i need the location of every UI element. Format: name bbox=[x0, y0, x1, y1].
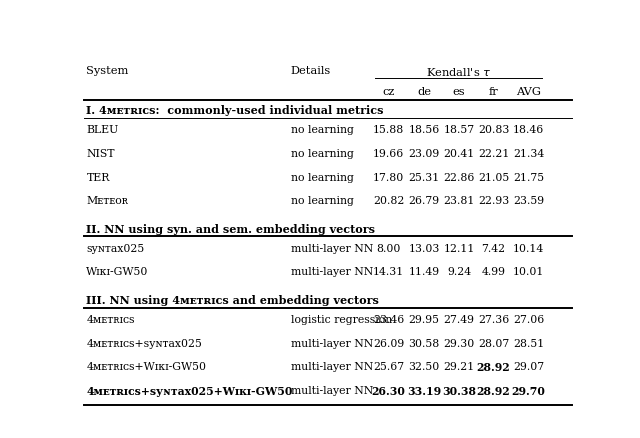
Text: 4ᴍᴇᴛʀɪᴄs: 4ᴍᴇᴛʀɪᴄs bbox=[86, 314, 135, 324]
Text: logistic regression: logistic regression bbox=[291, 314, 392, 324]
Text: 23.46: 23.46 bbox=[373, 314, 404, 324]
Text: 13.03: 13.03 bbox=[408, 243, 440, 253]
Text: TER: TER bbox=[86, 172, 110, 182]
Text: cz: cz bbox=[382, 87, 395, 97]
Text: AVG: AVG bbox=[516, 87, 541, 97]
Text: 4ᴍᴇᴛʀɪᴄs+sуɴᴛах025: 4ᴍᴇᴛʀɪᴄs+sуɴᴛах025 bbox=[86, 338, 202, 348]
Text: multi-layer NN: multi-layer NN bbox=[291, 267, 373, 277]
Text: 14.31: 14.31 bbox=[373, 267, 404, 277]
Text: 28.92: 28.92 bbox=[477, 385, 511, 396]
Text: multi-layer NN: multi-layer NN bbox=[291, 361, 373, 371]
Text: II. NN using syn. and sem. embedding vectors: II. NN using syn. and sem. embedding vec… bbox=[86, 223, 376, 234]
Text: 20.83: 20.83 bbox=[478, 125, 509, 135]
Text: 23.09: 23.09 bbox=[408, 148, 440, 159]
Text: BLEU: BLEU bbox=[86, 125, 118, 135]
Text: 18.57: 18.57 bbox=[444, 125, 474, 135]
Text: 8.00: 8.00 bbox=[376, 243, 401, 253]
Text: Kendall's $\tau$: Kendall's $\tau$ bbox=[426, 66, 491, 78]
Text: 4.99: 4.99 bbox=[482, 267, 506, 277]
Text: 18.46: 18.46 bbox=[513, 125, 544, 135]
Text: 28.07: 28.07 bbox=[478, 338, 509, 348]
Text: 10.14: 10.14 bbox=[513, 243, 544, 253]
Text: NIST: NIST bbox=[86, 148, 115, 159]
Text: 17.80: 17.80 bbox=[373, 172, 404, 182]
Text: 26.09: 26.09 bbox=[373, 338, 404, 348]
Text: no learning: no learning bbox=[291, 172, 354, 182]
Text: 18.56: 18.56 bbox=[408, 125, 440, 135]
Text: 29.70: 29.70 bbox=[511, 385, 545, 396]
Text: 9.24: 9.24 bbox=[447, 267, 471, 277]
Text: 26.79: 26.79 bbox=[409, 196, 440, 206]
Text: III. NN using 4ᴍᴇᴛʀɪᴄs and embedding vectors: III. NN using 4ᴍᴇᴛʀɪᴄs and embedding vec… bbox=[86, 294, 380, 305]
Text: multi-layer NN: multi-layer NN bbox=[291, 338, 373, 348]
Text: 30.58: 30.58 bbox=[408, 338, 440, 348]
Text: 22.93: 22.93 bbox=[478, 196, 509, 206]
Text: 22.86: 22.86 bbox=[444, 172, 475, 182]
Text: 21.05: 21.05 bbox=[478, 172, 509, 182]
Text: 29.21: 29.21 bbox=[444, 361, 475, 371]
Text: 32.50: 32.50 bbox=[408, 361, 440, 371]
Text: no learning: no learning bbox=[291, 196, 354, 206]
Text: multi-layer NN: multi-layer NN bbox=[291, 385, 373, 395]
Text: 27.36: 27.36 bbox=[478, 314, 509, 324]
Text: 33.19: 33.19 bbox=[407, 385, 442, 396]
Text: 29.95: 29.95 bbox=[409, 314, 440, 324]
Text: System: System bbox=[86, 66, 129, 76]
Text: 27.49: 27.49 bbox=[444, 314, 474, 324]
Text: 20.82: 20.82 bbox=[373, 196, 404, 206]
Text: 15.88: 15.88 bbox=[373, 125, 404, 135]
Text: de: de bbox=[417, 87, 431, 97]
Text: 20.41: 20.41 bbox=[444, 148, 475, 159]
Text: Wɪᴋɪ-GW50: Wɪᴋɪ-GW50 bbox=[86, 267, 149, 277]
Text: es: es bbox=[452, 87, 465, 97]
Text: 10.01: 10.01 bbox=[513, 267, 544, 277]
Text: 25.31: 25.31 bbox=[408, 172, 440, 182]
Text: no learning: no learning bbox=[291, 148, 354, 159]
Text: 30.38: 30.38 bbox=[442, 385, 476, 396]
Text: 4ᴍᴇᴛʀɪᴄs+sуɴᴛах025+Wɪᴋɪ-GW50: 4ᴍᴇᴛʀɪᴄs+sуɴᴛах025+Wɪᴋɪ-GW50 bbox=[86, 385, 293, 396]
Text: Details: Details bbox=[291, 66, 331, 76]
Text: 28.51: 28.51 bbox=[513, 338, 544, 348]
Text: 25.67: 25.67 bbox=[373, 361, 404, 371]
Text: 7.42: 7.42 bbox=[482, 243, 506, 253]
Text: sуɴᴛах025: sуɴᴛах025 bbox=[86, 243, 145, 253]
Text: 28.92: 28.92 bbox=[477, 361, 511, 372]
Text: 11.49: 11.49 bbox=[409, 267, 440, 277]
Text: 23.59: 23.59 bbox=[513, 196, 544, 206]
Text: 27.06: 27.06 bbox=[513, 314, 544, 324]
Text: 23.81: 23.81 bbox=[444, 196, 475, 206]
Text: no learning: no learning bbox=[291, 125, 354, 135]
Text: Mᴇᴛᴇᴏʀ: Mᴇᴛᴇᴏʀ bbox=[86, 196, 129, 206]
Text: 4ᴍᴇᴛʀɪᴄs+Wɪᴋɪ-GW50: 4ᴍᴇᴛʀɪᴄs+Wɪᴋɪ-GW50 bbox=[86, 361, 207, 371]
Text: 29.07: 29.07 bbox=[513, 361, 544, 371]
Text: 29.30: 29.30 bbox=[444, 338, 475, 348]
Text: I. 4ᴍᴇᴛʀɪᴄs:  commonly-used individual metrics: I. 4ᴍᴇᴛʀɪᴄs: commonly-used individual me… bbox=[86, 105, 384, 116]
Text: 21.34: 21.34 bbox=[513, 148, 544, 159]
Text: 12.11: 12.11 bbox=[444, 243, 475, 253]
Text: 21.75: 21.75 bbox=[513, 172, 544, 182]
Text: 22.21: 22.21 bbox=[478, 148, 509, 159]
Text: 19.66: 19.66 bbox=[373, 148, 404, 159]
Text: multi-layer NN: multi-layer NN bbox=[291, 243, 373, 253]
Text: fr: fr bbox=[489, 87, 499, 97]
Text: 26.30: 26.30 bbox=[372, 385, 406, 396]
